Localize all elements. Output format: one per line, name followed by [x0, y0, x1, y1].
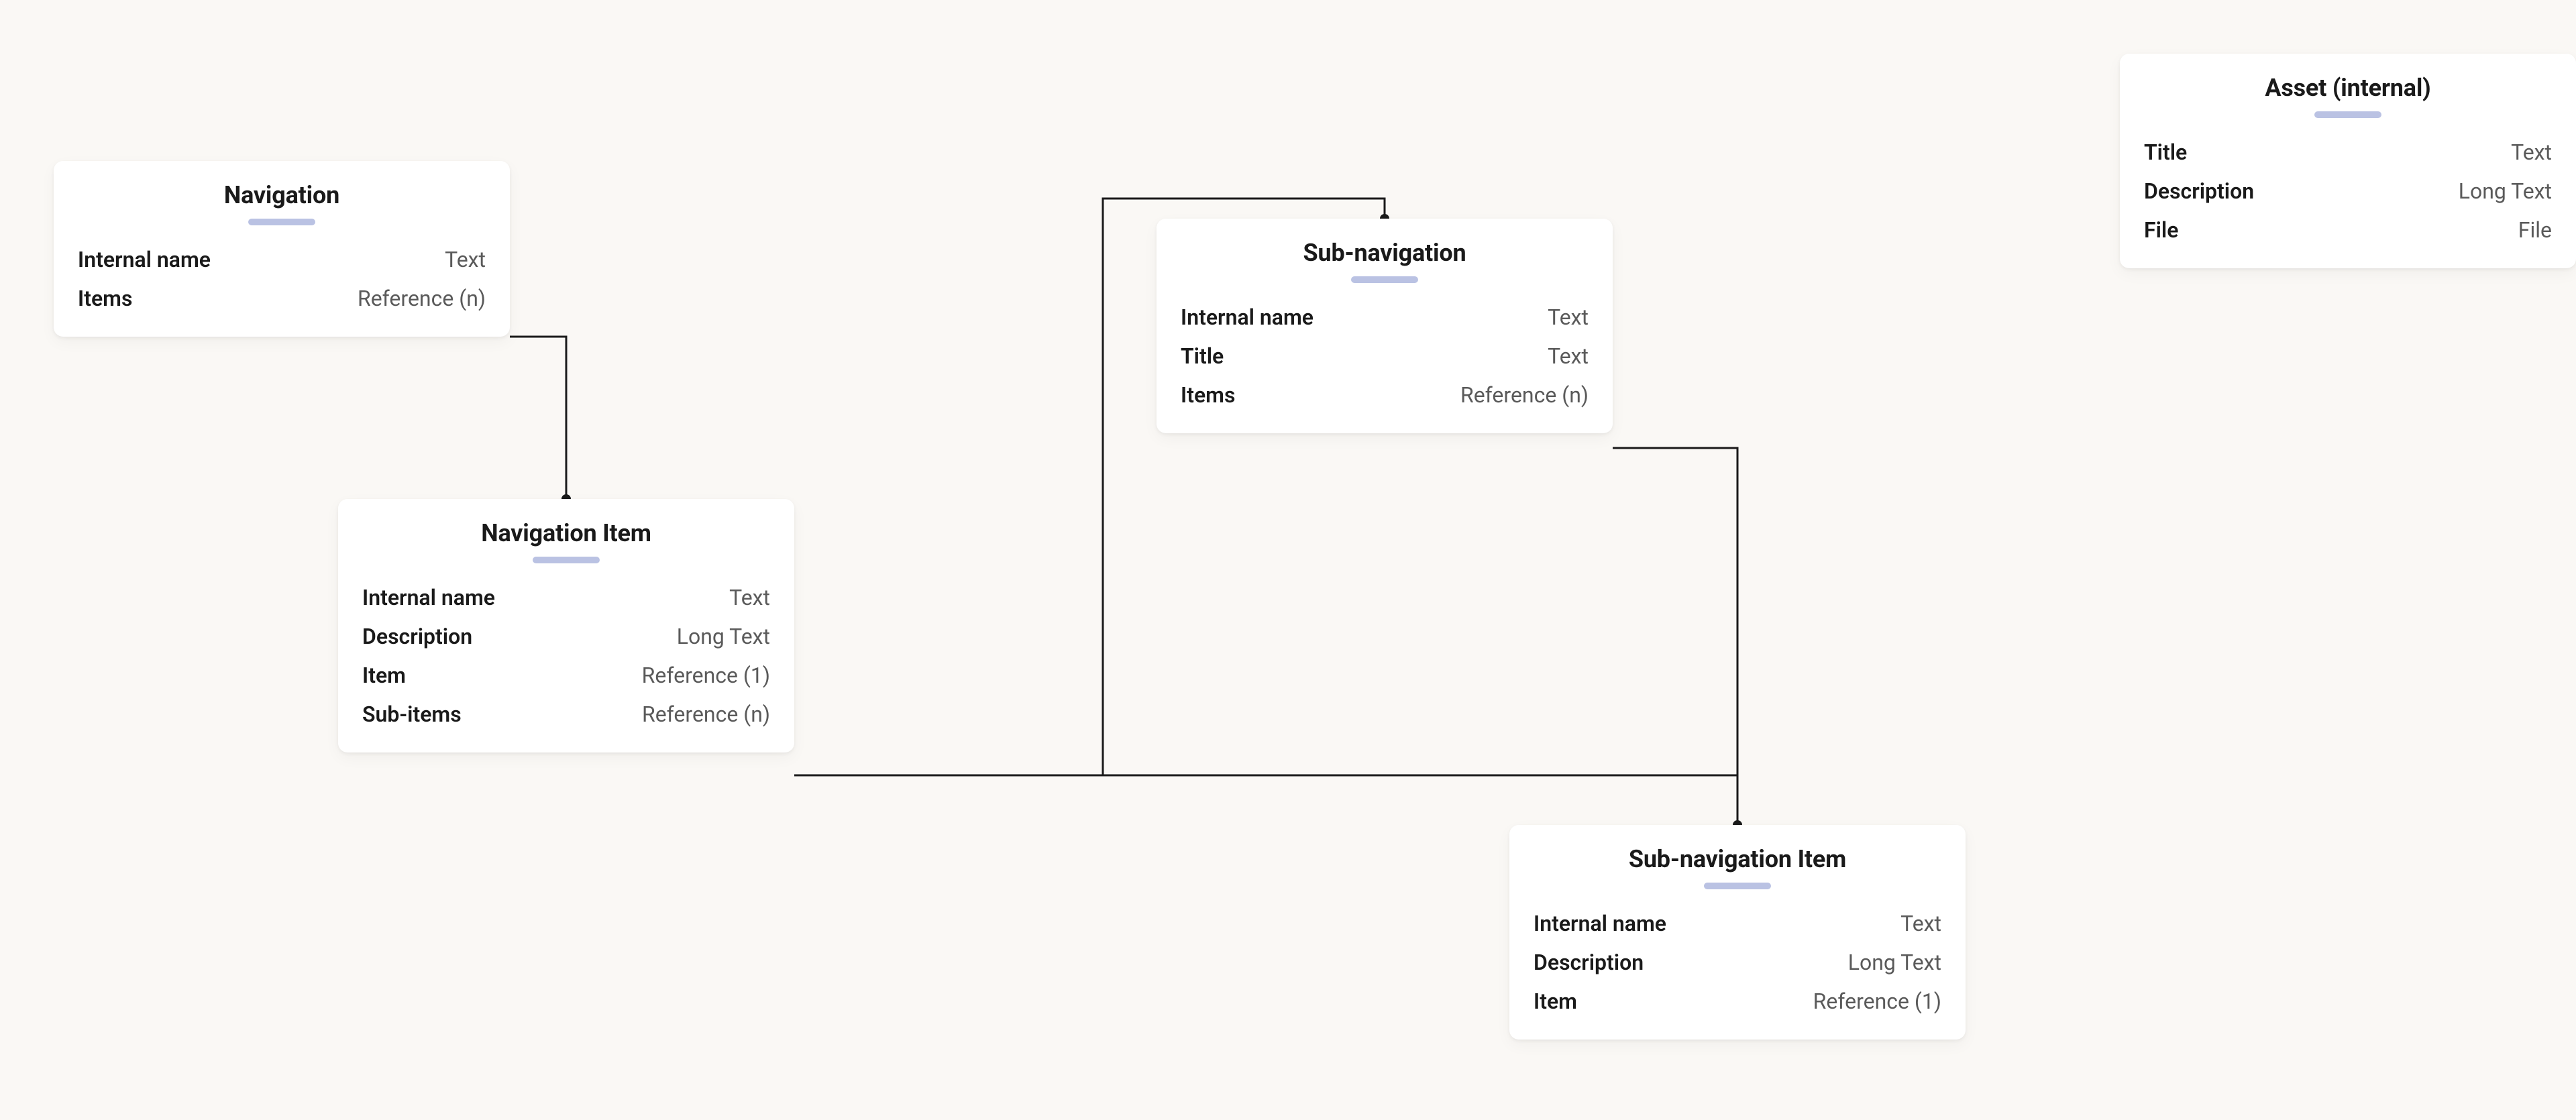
field-name: Description: [2144, 178, 2254, 204]
field-row: Description Long Text: [362, 617, 770, 656]
field-type: Text: [1548, 343, 1589, 369]
entity-card-sub-navigation[interactable]: Sub-navigation Internal name Text Title Text…: [1157, 219, 1613, 433]
field-row: Items Reference (n): [78, 279, 486, 318]
entity-card-navigation-item[interactable]: Navigation Item Internal name Text Descript…: [338, 499, 794, 752]
field-type: Long Text: [1848, 950, 1941, 975]
field-type: Reference (1): [1813, 989, 1941, 1014]
field-type: Reference (n): [1460, 382, 1589, 408]
field-name: Item: [362, 663, 406, 688]
field-name: Items: [1181, 382, 1235, 408]
field-name: Internal name: [362, 585, 495, 610]
field-row: Description Long Text: [1534, 943, 1941, 982]
field-type: Reference (1): [642, 663, 770, 688]
field-name: Internal name: [78, 247, 211, 272]
field-name: Internal name: [1181, 304, 1313, 330]
field-type: File: [2518, 217, 2552, 243]
entity-title: Sub-navigation Item: [1534, 845, 1941, 873]
field-type: Long Text: [2459, 178, 2552, 204]
entity-title: Navigation Item: [362, 519, 770, 547]
field-row: Internal name Text: [362, 578, 770, 617]
entity-title: Asset (internal): [2144, 74, 2552, 102]
drag-handle-icon[interactable]: [1351, 276, 1418, 283]
field-name: Internal name: [1534, 911, 1666, 936]
field-row: Sub-items Reference (n): [362, 695, 770, 734]
field-name: Sub-items: [362, 702, 462, 727]
field-row: Item Reference (1): [362, 656, 770, 695]
field-type: Text: [729, 585, 770, 610]
field-row: Items Reference (n): [1181, 376, 1589, 414]
entity-card-navigation[interactable]: Navigation Internal name Text Items Referenc…: [54, 161, 510, 337]
field-type: Text: [1900, 911, 1941, 936]
field-row: Title Text: [1181, 337, 1589, 376]
field-row: Internal name Text: [1534, 904, 1941, 943]
field-row: File File: [2144, 211, 2552, 249]
field-row: Internal name Text: [78, 240, 486, 279]
field-name: Item: [1534, 989, 1577, 1014]
field-row: Internal name Text: [1181, 298, 1589, 337]
drag-handle-icon[interactable]: [533, 557, 600, 563]
field-row: Description Long Text: [2144, 172, 2552, 211]
entity-card-sub-navigation-item[interactable]: Sub-navigation Item Internal name Text Desc…: [1509, 825, 1966, 1040]
field-type: Long Text: [677, 624, 770, 649]
diagram-canvas: Navigation Internal name Text Items Referenc…: [0, 0, 2576, 1120]
edge-subnav-items-to-subnavitem: [1613, 448, 1737, 825]
field-row: Title Text: [2144, 133, 2552, 172]
entity-card-asset-internal[interactable]: Asset (internal) Title Text Description Long…: [2120, 54, 2576, 268]
field-name: Title: [1181, 343, 1224, 369]
drag-handle-icon[interactable]: [2314, 111, 2381, 118]
drag-handle-icon[interactable]: [248, 219, 315, 225]
field-name: Items: [78, 286, 132, 311]
field-name: File: [2144, 217, 2178, 243]
edge-navitem-subitems-to-subnavitem: [794, 775, 1737, 825]
field-type: Text: [2511, 139, 2552, 165]
field-name: Title: [2144, 139, 2187, 165]
field-type: Reference (n): [358, 286, 486, 311]
entity-title: Sub-navigation: [1181, 239, 1589, 267]
field-name: Description: [1534, 950, 1644, 975]
field-type: Text: [1548, 304, 1589, 330]
field-type: Reference (n): [642, 702, 770, 727]
edge-nav-items-to-navitem: [510, 337, 566, 499]
drag-handle-icon[interactable]: [1704, 883, 1771, 889]
entity-title: Navigation: [78, 181, 486, 209]
field-row: Item Reference (1): [1534, 982, 1941, 1021]
field-type: Text: [445, 247, 486, 272]
field-name: Description: [362, 624, 472, 649]
